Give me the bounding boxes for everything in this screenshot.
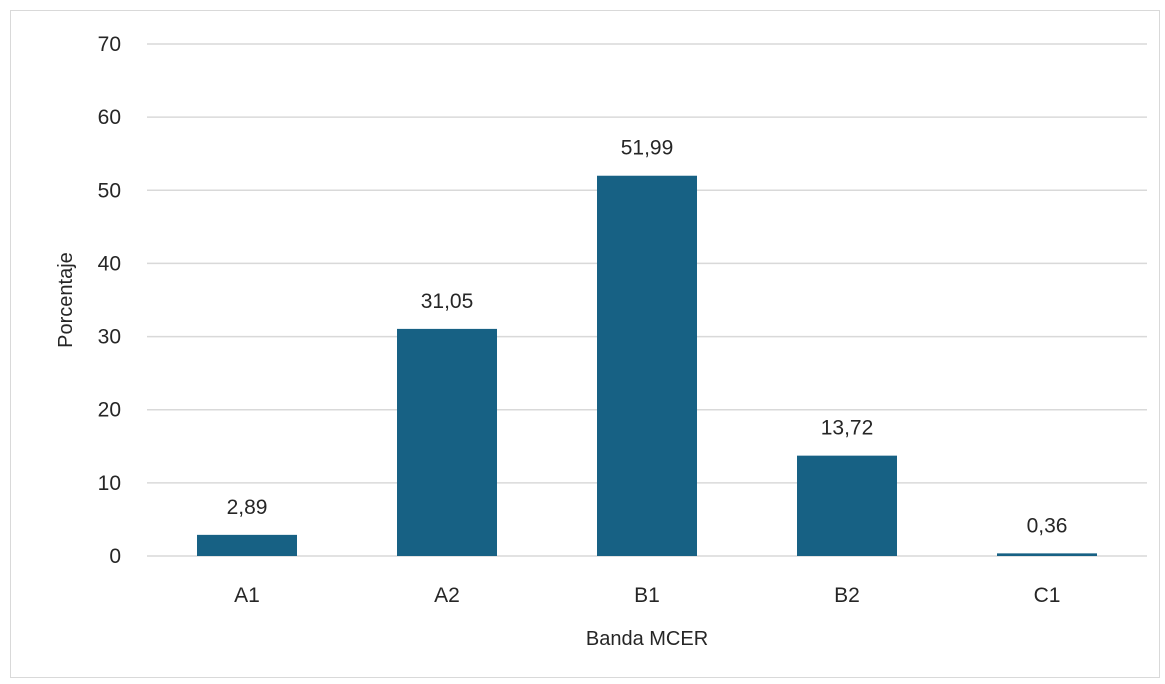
- bar-b1: [597, 175, 697, 556]
- data-label-a1: 2,89: [227, 496, 268, 519]
- x-tick-label-a1: A1: [234, 584, 260, 607]
- chart-frame: [10, 10, 1160, 678]
- x-axis-title: Banda MCER: [586, 628, 708, 650]
- data-label-a2: 31,05: [421, 290, 474, 313]
- y-axis-ticks: 0 10 20 30 40 50 60 70: [98, 33, 121, 568]
- y-tick-label: 50: [98, 179, 121, 202]
- x-tick-label-a2: A2: [434, 584, 460, 607]
- x-axis-ticks: A1 A2 B1 B2 C1: [234, 584, 1060, 607]
- x-tick-label-c1: C1: [1034, 584, 1061, 607]
- y-tick-label: 30: [98, 326, 121, 349]
- y-tick-label: 0: [109, 545, 121, 568]
- x-tick-label-b1: B1: [634, 584, 660, 607]
- y-tick-label: 40: [98, 252, 121, 275]
- data-label-c1: 0,36: [1027, 514, 1068, 537]
- bar-a2: [397, 328, 497, 556]
- y-axis-title: Porcentaje: [55, 252, 77, 348]
- data-label-b2: 13,72: [821, 417, 874, 440]
- bar-b2: [797, 455, 897, 556]
- y-tick-label: 70: [98, 33, 121, 56]
- bar-a1: [197, 534, 297, 556]
- y-tick-label: 60: [98, 106, 121, 129]
- data-label-b1: 51,99: [621, 137, 674, 160]
- x-tick-label-b2: B2: [834, 584, 860, 607]
- bars: [197, 175, 1097, 556]
- y-tick-label: 10: [98, 472, 121, 495]
- bar-c1: [997, 553, 1097, 556]
- data-labels: 2,89 31,05 51,99 13,72 0,36: [227, 137, 1068, 538]
- y-tick-label: 20: [98, 399, 121, 422]
